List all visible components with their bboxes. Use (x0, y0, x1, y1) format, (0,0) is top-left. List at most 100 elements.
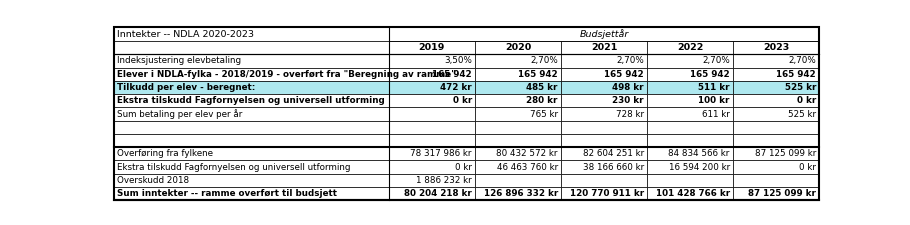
Text: 280 kr: 280 kr (527, 96, 558, 105)
Text: 2,70%: 2,70% (703, 56, 730, 65)
Text: 765 kr: 765 kr (530, 110, 558, 119)
Bar (733, 134, 819, 147)
Bar (475, 68, 561, 81)
Text: 165 942: 165 942 (776, 70, 816, 79)
Text: 2021: 2021 (591, 43, 617, 52)
Bar (389, 160, 475, 174)
Bar (647, 107, 733, 121)
Bar (561, 81, 647, 94)
Bar (475, 94, 561, 107)
Bar (475, 174, 561, 187)
Text: 3,50%: 3,50% (444, 56, 471, 65)
Text: 1 886 232 kr: 1 886 232 kr (416, 176, 471, 185)
Text: 0 kr: 0 kr (455, 163, 471, 172)
Text: Overføring fra fylkene: Overføring fra fylkene (116, 149, 213, 158)
Bar (389, 134, 475, 147)
Text: Overskudd 2018: Overskudd 2018 (116, 176, 189, 185)
Text: 498 kr: 498 kr (612, 83, 644, 92)
Text: 525 kr: 525 kr (788, 110, 816, 119)
Bar (475, 81, 561, 94)
Text: 126 896 332 kr: 126 896 332 kr (483, 189, 558, 198)
Bar (389, 147, 475, 160)
Bar (561, 41, 647, 54)
Text: 84 834 566 kr: 84 834 566 kr (669, 149, 730, 158)
Text: 0 kr: 0 kr (452, 96, 471, 105)
Text: 2,70%: 2,70% (788, 56, 816, 65)
Bar (561, 107, 647, 121)
Bar (389, 27, 819, 41)
Bar (389, 107, 475, 121)
Bar (389, 68, 475, 81)
Text: 165 942: 165 942 (691, 70, 730, 79)
Bar (733, 147, 819, 160)
Text: Indeksjustering elevbetaling: Indeksjustering elevbetaling (116, 56, 241, 65)
Bar (733, 107, 819, 121)
Text: 728 kr: 728 kr (616, 110, 644, 119)
Bar (389, 121, 475, 134)
Bar (389, 81, 475, 94)
Bar (114, 54, 389, 68)
Text: 78 317 986 kr: 78 317 986 kr (410, 149, 471, 158)
Text: Inntekter -- NDLA 2020-2023: Inntekter -- NDLA 2020-2023 (116, 29, 254, 38)
Bar (733, 68, 819, 81)
Bar (733, 174, 819, 187)
Text: Ekstra tilskudd Fagfornyelsen og universell utforming: Ekstra tilskudd Fagfornyelsen og univers… (116, 163, 350, 172)
Text: 165 942: 165 942 (432, 70, 471, 79)
Text: 165 942: 165 942 (604, 70, 644, 79)
Bar (114, 174, 389, 187)
Bar (475, 107, 561, 121)
Bar (561, 187, 647, 200)
Text: 2020: 2020 (505, 43, 531, 52)
Bar (561, 94, 647, 107)
Bar (733, 94, 819, 107)
Text: 2,70%: 2,70% (616, 56, 644, 65)
Bar (647, 174, 733, 187)
Bar (114, 160, 389, 174)
Text: 82 604 251 kr: 82 604 251 kr (582, 149, 644, 158)
Text: 511 kr: 511 kr (698, 83, 730, 92)
Bar (647, 160, 733, 174)
Bar (475, 54, 561, 68)
Bar (733, 187, 819, 200)
Text: 611 kr: 611 kr (702, 110, 730, 119)
Text: 230 kr: 230 kr (612, 96, 644, 105)
Bar (389, 54, 475, 68)
Bar (114, 134, 389, 147)
Bar (561, 134, 647, 147)
Text: 0 kr: 0 kr (796, 96, 816, 105)
Bar (475, 121, 561, 134)
Bar (389, 41, 475, 54)
Bar (114, 27, 389, 41)
Bar (389, 187, 475, 200)
Bar (647, 187, 733, 200)
Text: 16 594 200 kr: 16 594 200 kr (669, 163, 730, 172)
Text: 2019: 2019 (419, 43, 445, 52)
Bar (647, 81, 733, 94)
Bar (647, 94, 733, 107)
Text: 525 kr: 525 kr (784, 83, 816, 92)
Bar (561, 54, 647, 68)
Bar (647, 68, 733, 81)
Text: Sum betaling per elev per år: Sum betaling per elev per år (116, 109, 242, 119)
Text: 87 125 099 kr: 87 125 099 kr (754, 149, 816, 158)
Bar (647, 41, 733, 54)
Text: 2,70%: 2,70% (530, 56, 558, 65)
Text: Sum inntekter -- ramme overført til budsjett: Sum inntekter -- ramme overført til buds… (116, 189, 337, 198)
Bar (114, 94, 389, 107)
Text: 100 kr: 100 kr (699, 96, 730, 105)
Bar (561, 160, 647, 174)
Bar (389, 174, 475, 187)
Text: 165 942: 165 942 (518, 70, 558, 79)
Text: Budsjettår: Budsjettår (580, 29, 629, 39)
Bar (561, 147, 647, 160)
Bar (114, 68, 389, 81)
Bar (733, 54, 819, 68)
Bar (114, 41, 389, 54)
Bar (475, 147, 561, 160)
Bar (114, 107, 389, 121)
Bar (733, 121, 819, 134)
Bar (561, 174, 647, 187)
Text: 120 770 911 kr: 120 770 911 kr (570, 189, 644, 198)
Bar (114, 81, 389, 94)
Text: Tilkudd per elev - beregnet:: Tilkudd per elev - beregnet: (116, 83, 255, 92)
